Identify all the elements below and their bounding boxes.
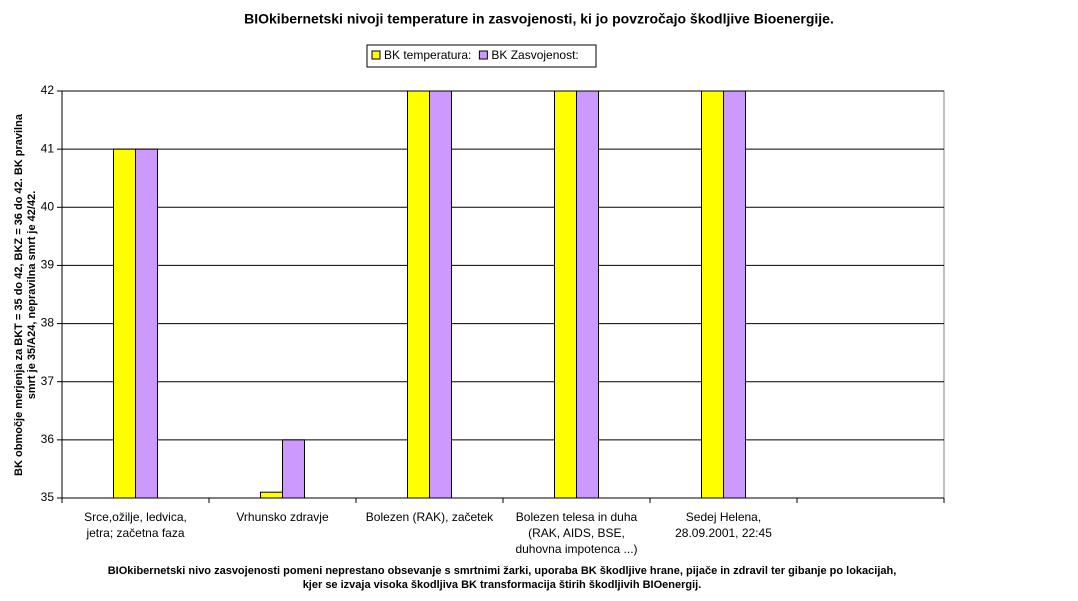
x-tick-label: Sedej Helena, — [686, 510, 761, 524]
legend-label: BK temperatura: — [384, 48, 471, 62]
bar — [113, 148, 136, 499]
y-tick-label: 40 — [41, 199, 55, 213]
bar — [407, 90, 430, 499]
bar — [554, 90, 577, 499]
x-tick-label: duhovna impotenca ...) — [515, 542, 637, 556]
chart-title: BIOkibernetski nivoji temperature in zas… — [244, 11, 834, 27]
bar — [701, 90, 724, 499]
y-axis-label-line: smrt je 35/A24, nepravilna smrt je 42/42… — [26, 191, 38, 400]
y-tick-label: 38 — [41, 316, 55, 330]
y-tick-label: 39 — [41, 258, 55, 272]
x-tick-label: 28.09.2001, 22:45 — [675, 526, 772, 540]
y-tick-label: 36 — [41, 432, 55, 446]
bar — [429, 90, 452, 499]
footnote: BIOkibernetski nivo zasvojenosti pomeni … — [108, 565, 897, 577]
footnote: kjer se izvaja visoka škodljiva BK trans… — [303, 579, 702, 591]
bar — [723, 90, 746, 499]
legend-swatch — [478, 50, 488, 60]
bar — [282, 439, 305, 499]
y-tick-label: 42 — [41, 83, 55, 97]
legend-label: BK Zasvojenost: — [491, 48, 578, 62]
y-axis-label: BK območje merjenja za BKT = 35 do 42, B… — [13, 113, 38, 476]
y-tick-label: 41 — [41, 141, 55, 155]
x-tick-label: Vrhunsko zdravje — [236, 510, 329, 524]
bar — [135, 148, 158, 499]
plot-area — [61, 90, 945, 499]
y-tick-label: 35 — [41, 490, 55, 504]
x-tick-label: Bolezen telesa in duha — [516, 510, 638, 524]
y-axis-label-line: BK območje merjenja za BKT = 35 do 42, B… — [13, 113, 25, 476]
bar — [576, 90, 599, 499]
x-tick-label: Srce,ožilje, ledvica, — [84, 510, 187, 524]
x-tick-label: Bolezen (RAK), začetek — [366, 510, 494, 524]
y-tick-label: 37 — [41, 374, 55, 388]
legend-swatch — [371, 50, 381, 60]
x-tick-label: jetra; začetna faza — [85, 526, 184, 540]
x-tick-label: (RAK, AIDS, BSE, — [528, 526, 625, 540]
bar — [260, 491, 283, 499]
